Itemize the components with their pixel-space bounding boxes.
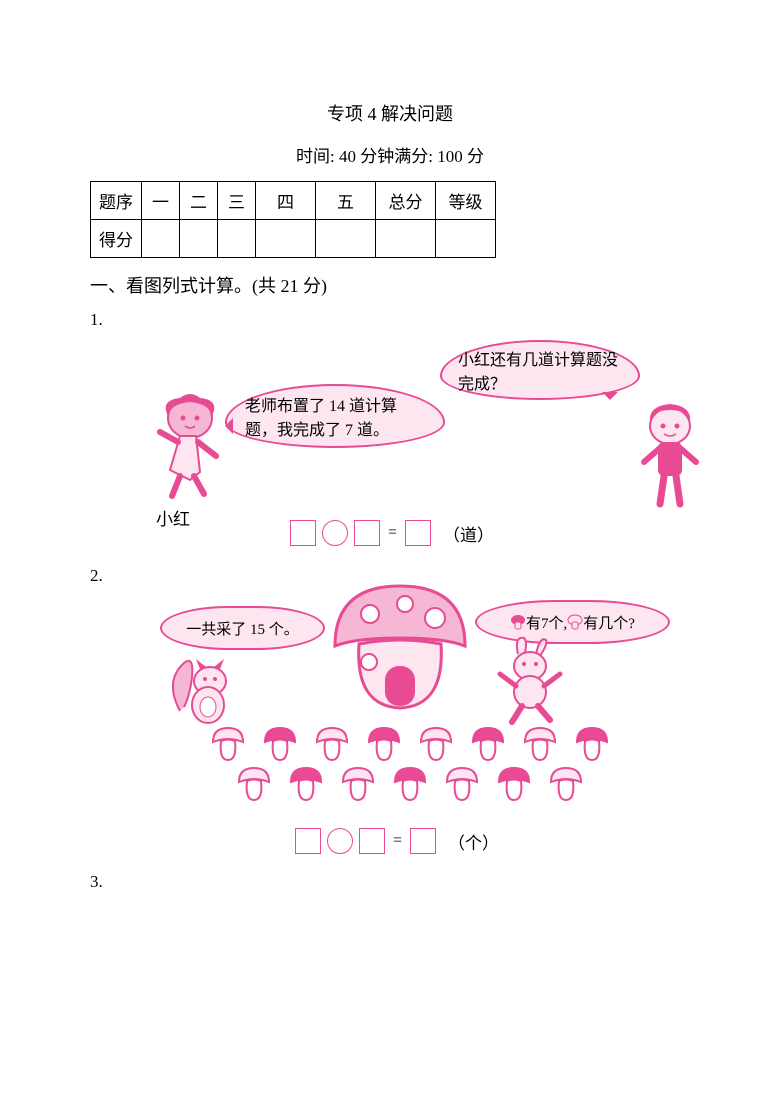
q1-equation: = （道） [290, 520, 494, 546]
cell[interactable] [436, 220, 496, 258]
mushroom-icon [497, 766, 531, 802]
mushroom-icon [263, 726, 297, 762]
q1-figure: 小红还有几道计算题没完成？ 老师布置了 14 道计算题，我完成了 7 道。 [120, 340, 680, 560]
speech-bubble-right: 小红还有几道计算题没完成？ [440, 340, 640, 400]
mushroom-icon [445, 766, 479, 802]
table-row: 得分 [91, 220, 496, 258]
mushroom-icon [211, 726, 245, 762]
cell[interactable] [218, 220, 256, 258]
girl-icon [150, 390, 230, 500]
cell: 三 [218, 182, 256, 220]
answer-box[interactable] [410, 828, 436, 854]
cell: 总分 [376, 182, 436, 220]
cell[interactable] [376, 220, 436, 258]
answer-box[interactable] [354, 520, 380, 546]
speech-bubble-left: 一共采了 15 个。 [160, 606, 325, 650]
mushroom-icon [393, 766, 427, 802]
cell: 四 [256, 182, 316, 220]
answer-box[interactable] [295, 828, 321, 854]
mushroom-icon [367, 726, 401, 762]
boy-icon [630, 400, 710, 510]
page-title: 专项 4 解决问题 [90, 100, 690, 126]
q1-number: 1. [90, 310, 690, 330]
cell: 得分 [91, 220, 142, 258]
squirrel-icon [170, 651, 240, 731]
mushroom-icon [341, 766, 375, 802]
equals-sign: = [386, 524, 399, 542]
mushroom-icon [549, 766, 583, 802]
mushroom-icon [419, 726, 453, 762]
rabbit-icon [490, 636, 570, 726]
answer-box[interactable] [405, 520, 431, 546]
mushroom-icon [523, 726, 557, 762]
mushroom-icon [471, 726, 505, 762]
q3-number: 3. [90, 872, 690, 892]
girl-label: 小红 [156, 505, 190, 530]
equals-sign: = [391, 832, 404, 850]
mushroom-small-icon [510, 614, 526, 630]
operator-box[interactable] [322, 520, 348, 546]
q2-figure: 一共采了 15 个。 有7个, 有几个? [120, 596, 680, 866]
answer-box[interactable] [290, 520, 316, 546]
mushroom-icon [315, 726, 349, 762]
cell: 二 [180, 182, 218, 220]
q2-equation: = （个） [295, 828, 499, 854]
unit-label: （个） [448, 829, 499, 854]
cell: 一 [142, 182, 180, 220]
section-heading: 一、看图列式计算。(共 21 分) [90, 272, 690, 298]
text: 有几个? [583, 612, 635, 633]
mushroom-icon [289, 766, 323, 802]
score-table: 题序 一 二 三 四 五 总分 等级 得分 [90, 181, 496, 258]
mushroom-icon [575, 726, 609, 762]
mushroom-small-icon [567, 614, 583, 630]
unit-label: （道） [443, 521, 494, 546]
mushroom-house-icon [325, 576, 475, 716]
cell[interactable] [180, 220, 218, 258]
cell[interactable] [256, 220, 316, 258]
mushroom-icon [237, 766, 271, 802]
answer-box[interactable] [359, 828, 385, 854]
cell: 等级 [436, 182, 496, 220]
table-row: 题序 一 二 三 四 五 总分 等级 [91, 182, 496, 220]
mushroom-grid [200, 726, 620, 806]
speech-bubble-left: 老师布置了 14 道计算题，我完成了 7 道。 [225, 384, 445, 448]
cell: 题序 [91, 182, 142, 220]
text: 有7个, [526, 612, 567, 633]
cell: 五 [316, 182, 376, 220]
operator-box[interactable] [327, 828, 353, 854]
page-subtitle: 时间: 40 分钟满分: 100 分 [90, 142, 690, 167]
cell[interactable] [142, 220, 180, 258]
cell[interactable] [316, 220, 376, 258]
